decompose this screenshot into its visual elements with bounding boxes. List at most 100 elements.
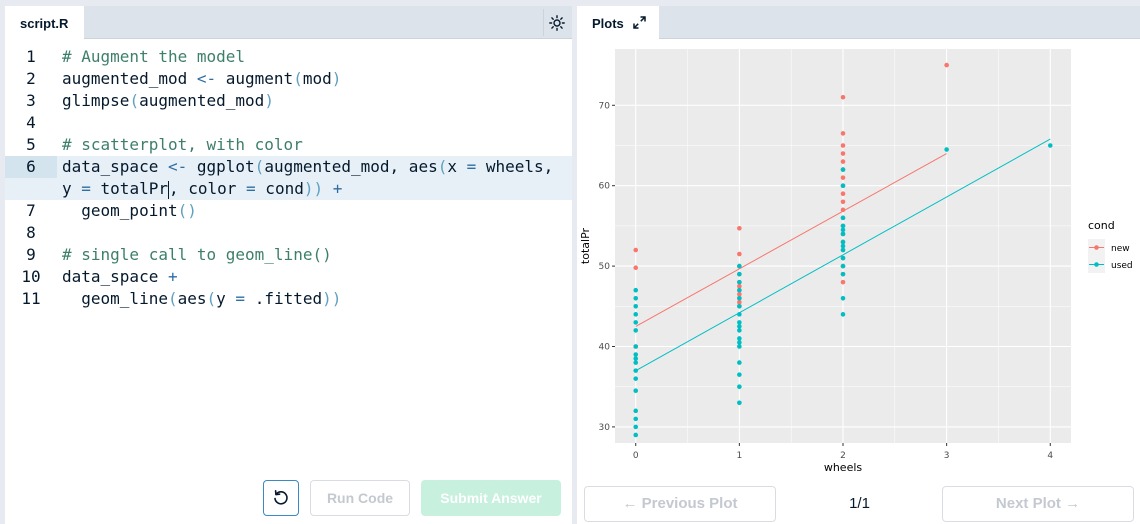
- comment: # Augment the model: [62, 47, 246, 66]
- data-point-used: [944, 147, 949, 152]
- data-point-used: [737, 400, 742, 406]
- token: ggplot: [187, 157, 255, 176]
- data-point-new: [737, 299, 742, 305]
- token: glimpse: [62, 91, 130, 110]
- token: geom_point: [62, 201, 178, 220]
- data-point-new: [840, 191, 846, 197]
- token: +: [167, 267, 178, 286]
- data-point-used: [840, 223, 846, 229]
- reset-code-button[interactable]: [263, 480, 299, 516]
- data-point-new: [840, 199, 846, 205]
- theme-toggle-button[interactable]: [543, 9, 570, 36]
- code-line: 8: [5, 222, 572, 244]
- token: augmented_mod: [62, 69, 197, 88]
- data-point-used: [737, 340, 742, 345]
- tab-plots[interactable]: Plots: [577, 6, 659, 39]
- data-point-new: [840, 279, 846, 285]
- data-point-new: [633, 265, 639, 271]
- x-axis-title: wheels: [824, 461, 863, 474]
- legend-key-point: [1094, 262, 1099, 267]
- code-editor[interactable]: 1 # Augment the model 2 augmented_mod <- a…: [5, 46, 572, 346]
- legend-label: used: [1111, 261, 1133, 271]
- data-point-used: [840, 183, 846, 188]
- data-point-used: [840, 255, 846, 261]
- x-tick-label: 4: [1047, 451, 1053, 461]
- code-line: 3 glimpse(augmented_mod): [5, 90, 572, 112]
- token: <-: [196, 69, 217, 88]
- data-point-used: [633, 304, 639, 309]
- token: (: [293, 69, 303, 88]
- line-number: 5: [26, 135, 36, 154]
- token: =: [235, 289, 246, 308]
- expand-icon[interactable]: [633, 16, 646, 29]
- token: wheels,: [476, 157, 554, 176]
- token: totalPr: [90, 179, 168, 198]
- data-point-new: [633, 247, 639, 253]
- line-number: 10: [21, 267, 41, 286]
- data-point-new: [737, 291, 742, 297]
- x-tick-label: 1: [736, 451, 742, 461]
- data-point-used: [737, 287, 742, 293]
- data-point-new: [840, 159, 846, 164]
- data-point-new: [737, 283, 742, 289]
- data-point-used: [737, 271, 742, 277]
- token: ): [331, 69, 342, 88]
- previous-plot-button[interactable]: ← Previous Plot: [584, 486, 776, 522]
- submit-answer-button[interactable]: Submit Answer: [421, 480, 561, 516]
- comment: # scatterplot, with color: [62, 135, 303, 154]
- line-number: 9: [26, 245, 36, 264]
- y-tick-label: 60: [599, 182, 611, 192]
- token: (: [437, 157, 448, 176]
- data-point-used: [633, 368, 639, 373]
- y-tick-label: 30: [599, 423, 611, 433]
- data-point-new: [840, 131, 846, 136]
- code-line: 11 geom_line(aes(y = .fitted)): [5, 288, 572, 310]
- data-point-used: [840, 227, 846, 233]
- data-point-used: [737, 263, 742, 269]
- line-number: 2: [26, 69, 36, 88]
- x-tick-label: 2: [840, 451, 846, 461]
- text-cursor: [167, 180, 169, 199]
- data-point-used: [633, 360, 639, 365]
- token: data_space: [62, 267, 168, 286]
- token: +: [323, 179, 343, 198]
- legend-key-point: [1094, 245, 1099, 250]
- data-point-used: [633, 344, 639, 349]
- data-point-used: [840, 243, 846, 249]
- plots-tabbar: Plots: [577, 6, 1140, 39]
- next-plot-button[interactable]: Next Plot →: [942, 486, 1134, 522]
- line-number: 4: [26, 113, 36, 132]
- token: )): [303, 179, 324, 198]
- editor-tabbar: script.R: [5, 6, 572, 39]
- code-line: 10 data_space +: [5, 266, 572, 288]
- token: augment: [216, 69, 294, 88]
- tab-script[interactable]: script.R: [5, 6, 84, 39]
- scatter-plot: 0 1 2 3 4 30 40 50 60 70 wheels totalPr cond new used: [579, 49, 1133, 474]
- code-line: 4: [5, 112, 572, 134]
- line-number: 8: [26, 223, 36, 242]
- data-point-used: [633, 295, 639, 301]
- line-number: 3: [26, 91, 36, 110]
- data-point-new: [737, 251, 742, 257]
- data-point-used: [633, 352, 639, 357]
- token: y: [62, 179, 82, 198]
- data-point-used: [840, 295, 846, 301]
- code-line: 1 # Augment the model: [5, 46, 572, 68]
- data-point-new: [737, 226, 742, 231]
- token: , color: [168, 179, 247, 198]
- data-point-new: [840, 151, 846, 156]
- token: .fitted: [245, 289, 323, 308]
- data-point-used: [633, 388, 639, 394]
- token: aes: [177, 289, 207, 308]
- line-number: 11: [21, 289, 41, 308]
- data-point-used: [840, 312, 846, 317]
- data-point-used: [633, 312, 639, 317]
- code-line: 7 geom_point(): [5, 200, 572, 222]
- token: (): [177, 201, 197, 220]
- data-point-used: [840, 239, 846, 245]
- token: y: [216, 289, 236, 308]
- token: cond: [255, 179, 304, 198]
- run-code-button[interactable]: Run Code: [310, 480, 410, 516]
- data-point-used: [840, 247, 846, 253]
